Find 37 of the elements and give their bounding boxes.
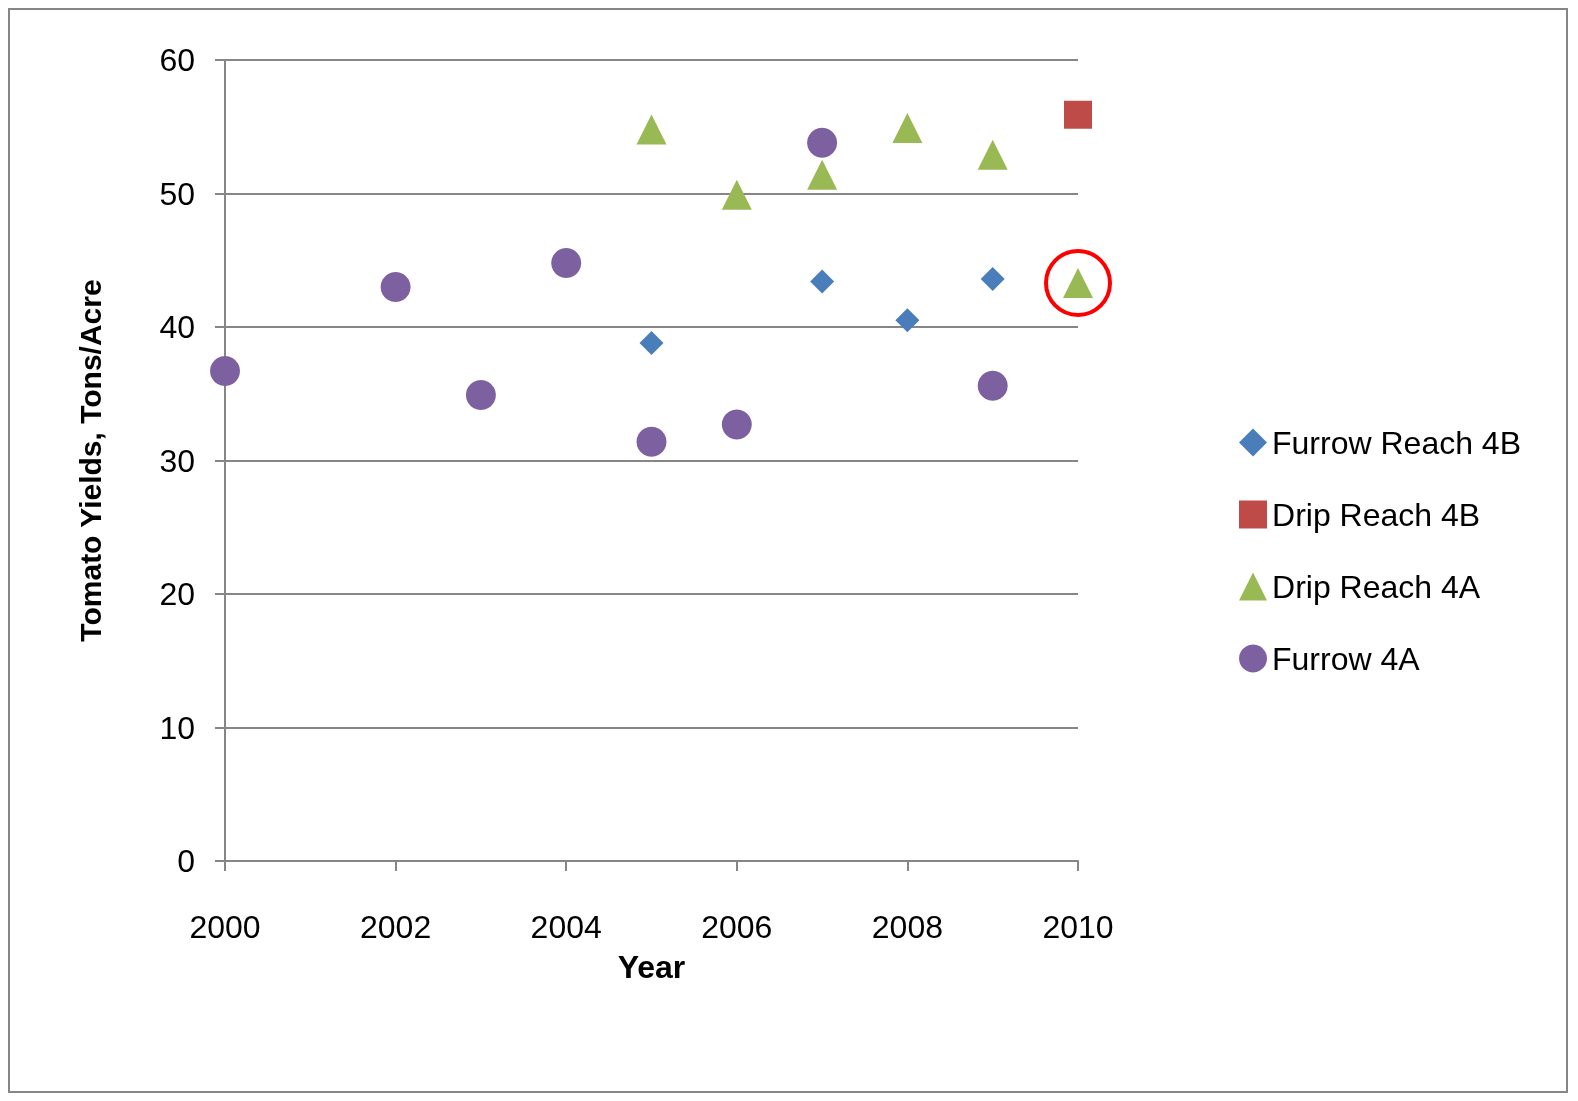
point [810,269,835,294]
point [639,331,664,356]
point [636,114,667,145]
x-axis-title: Year [617,949,686,985]
x-tick-label: 2000 [189,909,261,945]
point [980,266,1005,291]
point [465,380,496,411]
y-tick-label: 30 [159,442,195,479]
legend-label: Furrow Reach 4B [1272,424,1521,461]
y-axis-title: Tomato Yields, Tons/Acre [73,279,107,642]
point [977,139,1008,170]
point [1064,100,1092,129]
point [551,247,582,278]
legend-label: Drip Reach 4B [1272,496,1481,533]
point [807,127,838,158]
x-tick-label: 2010 [1042,909,1114,945]
y-tick-label: 60 [159,42,195,78]
y-tick-label: 40 [159,309,195,345]
point [977,370,1008,401]
point [895,308,920,333]
legend-label: Furrow 4A [1272,640,1421,677]
y-tick-label: 0 [177,843,195,879]
point [210,356,240,387]
x-tick-label: 2008 [871,909,943,945]
y-tick-label: 10 [159,709,195,746]
point [807,159,838,190]
point [892,113,923,144]
x-tick-label: 2004 [530,909,602,945]
point [636,426,667,457]
point [380,271,411,302]
point [721,409,752,440]
y-tick-label: 20 [159,576,195,612]
point [721,179,752,210]
x-tick-label: 2006 [701,909,773,945]
x-tick-label: 2002 [360,909,432,945]
legend-label: Drip Reach 4A [1272,568,1481,605]
y-tick-label: 50 [159,175,195,212]
